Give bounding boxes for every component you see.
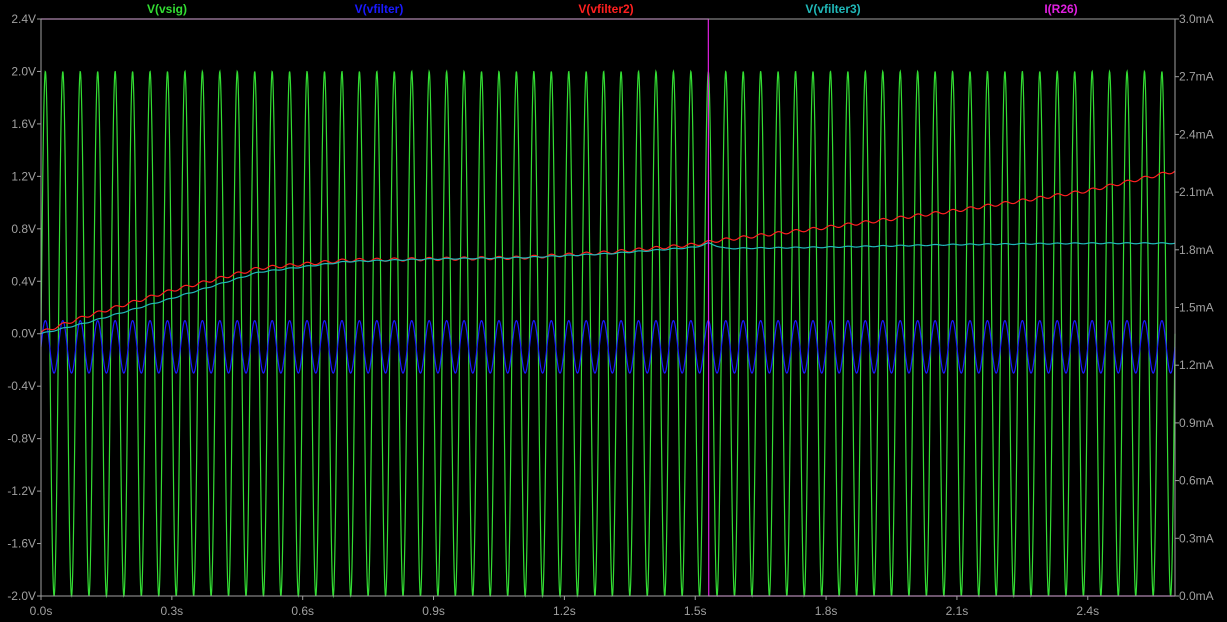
x-tick-label: 1.5s — [684, 604, 707, 618]
legend-entry[interactable]: V(vfilter2) — [578, 2, 633, 16]
series-line-0 — [40, 69, 1176, 599]
x-tick-label: 0.6s — [291, 604, 314, 618]
legend-entry[interactable]: V(vfilter) — [355, 2, 404, 16]
series-line-3 — [40, 242, 1176, 335]
y-left-tick-label: 1.2V — [11, 169, 36, 183]
y-right-tick-label: 1.8mA — [1179, 243, 1214, 257]
y-left-tick-label: -2.0V — [7, 589, 36, 603]
y-right-tick-label: 3.0mA — [1179, 12, 1214, 26]
ticks-layer: 2.4V 2.0V 1.6V 1.2V 0.8V 0.4V 0.0V -0.4V -0.8V -1… — [7, 12, 1213, 618]
legend-entry[interactable]: I(R26) — [1044, 2, 1077, 16]
y-right-tick-label: 0.6mA — [1179, 474, 1214, 488]
x-tick-label: 2.4s — [1076, 604, 1099, 618]
y-left-tick-label: 0.0V — [11, 327, 36, 341]
y-left-tick-label: -1.2V — [7, 484, 36, 498]
legend-entry[interactable]: V(vfilter3) — [805, 2, 860, 16]
x-tick-label: 1.2s — [553, 604, 576, 618]
y-right-tick-label: 2.4mA — [1179, 127, 1214, 141]
x-tick-label: 0.0s — [30, 604, 53, 618]
y-left-tick-label: -0.8V — [7, 432, 36, 446]
y-left-tick-label: 0.4V — [11, 274, 36, 288]
series-line-1 — [40, 319, 1176, 374]
y-left-tick-label: -1.6V — [7, 537, 36, 551]
y-right-tick-label: 1.2mA — [1179, 358, 1214, 372]
series-line-2 — [40, 170, 1176, 333]
y-right-tick-label: 0.3mA — [1179, 531, 1214, 545]
y-left-tick-label: 1.6V — [11, 117, 36, 131]
y-right-tick-label: 1.5mA — [1179, 301, 1214, 315]
y-right-tick-label: 2.1mA — [1179, 185, 1214, 199]
legend-entry[interactable]: V(vsig) — [147, 2, 187, 16]
x-tick-label: 0.9s — [422, 604, 445, 618]
x-tick-label: 1.8s — [815, 604, 838, 618]
legend: V(vsig) V(vfilter) V(vfilter2) V(vfilter3) I… — [147, 2, 1078, 16]
y-right-tick-label: 2.7mA — [1179, 70, 1214, 84]
y-left-tick-label: 2.0V — [11, 64, 36, 78]
y-right-tick-label: 0.0mA — [1179, 589, 1214, 603]
x-tick-label: 2.1s — [946, 604, 969, 618]
y-right-tick-label: 0.9mA — [1179, 416, 1214, 430]
y-left-tick-label: 2.4V — [11, 12, 36, 26]
y-left-tick-label: 0.8V — [11, 222, 36, 236]
x-tick-label: 0.3s — [161, 604, 184, 618]
y-left-tick-label: -0.4V — [7, 379, 36, 393]
